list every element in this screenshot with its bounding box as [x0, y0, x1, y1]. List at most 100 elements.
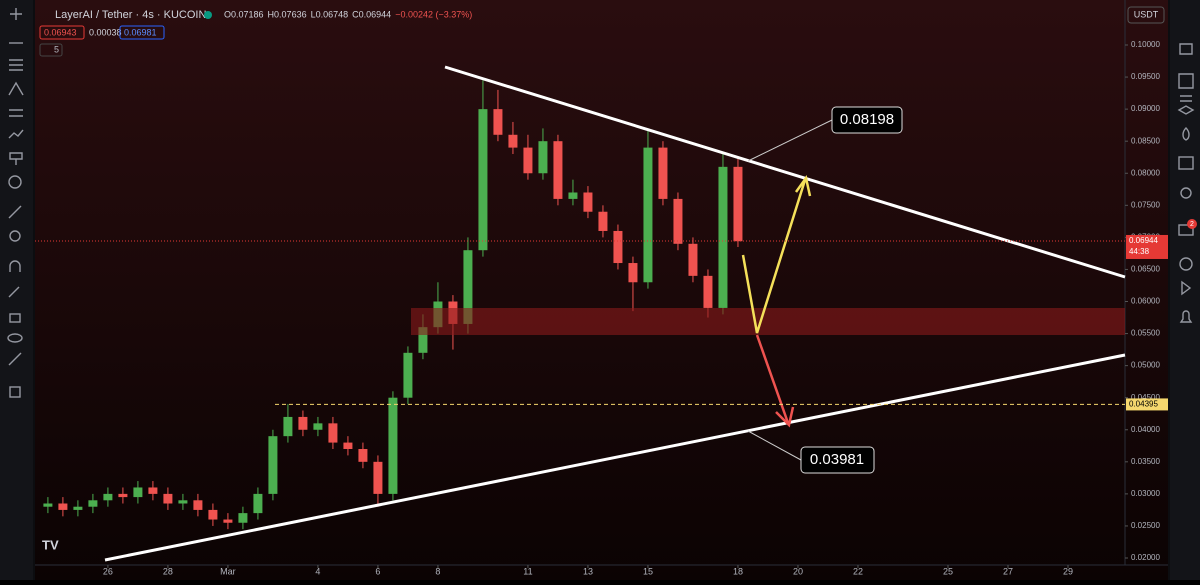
- y-tick-label: 0.08500: [1131, 136, 1160, 145]
- x-tick-label: 25: [943, 566, 953, 576]
- x-tick-label: 29: [1063, 566, 1073, 576]
- y-tick-label: 0.02500: [1131, 521, 1160, 530]
- currency[interactable]: USDT: [1134, 9, 1159, 19]
- candle-body: [253, 493, 263, 514]
- callout-line: [747, 119, 833, 162]
- candle-body: [388, 397, 398, 494]
- ask: 0.06981: [124, 27, 157, 37]
- candle-body: [583, 192, 593, 212]
- y-tick-label: 0.03000: [1131, 489, 1160, 498]
- badge: [1187, 219, 1197, 229]
- candle-body: [283, 416, 293, 437]
- candle-body: [358, 448, 368, 462]
- arrow: [741, 179, 807, 334]
- candle-body: [208, 509, 218, 520]
- y-tick-label: 0.06500: [1131, 265, 1160, 274]
- ohlc-value: C0.06944: [352, 9, 391, 19]
- indicator-box[interactable]: [39, 43, 63, 57]
- x-tick-label: 22: [853, 566, 863, 576]
- tool-icons[interactable]: [7, 8, 1195, 398]
- price-tag-label: 0.06944: [1129, 236, 1158, 245]
- y-tick-label: 0.02000: [1131, 553, 1160, 562]
- candle-body: [118, 493, 128, 498]
- y-tick-label: 0.09500: [1131, 72, 1160, 81]
- candle-body: [328, 423, 338, 443]
- candle-body: [688, 243, 698, 276]
- currency-button[interactable]: [1127, 6, 1165, 24]
- symbol: LayerAI / Tether · 4s · KUCOIN: [55, 9, 206, 21]
- candle-body: [343, 442, 353, 449]
- bid: 0.06943: [44, 27, 77, 37]
- candle-body: [88, 500, 98, 507]
- arrow-head: [794, 174, 812, 197]
- candle-body: [718, 166, 728, 308]
- y-tick-label: 0.10000: [1131, 40, 1160, 49]
- candle-body: [523, 147, 533, 174]
- callout-label: 0.03981: [810, 451, 864, 468]
- candle-body: [163, 493, 173, 504]
- y-tick-label: 0.07500: [1131, 200, 1160, 209]
- candle-body: [493, 109, 503, 135]
- arrow: [755, 334, 790, 424]
- price-tag: [1126, 398, 1168, 411]
- callout-label: 0.08198: [840, 111, 894, 128]
- ohlc-value: O0.07186: [224, 9, 264, 19]
- candle-body: [673, 198, 683, 244]
- candle-body: [43, 503, 53, 507]
- candle-body: [658, 147, 668, 199]
- y-tick-label: 0.04500: [1131, 393, 1160, 402]
- price-tag-label: 0.04395: [1129, 400, 1158, 409]
- x-tick-label: 4: [315, 566, 320, 576]
- callout-box: [800, 446, 875, 474]
- candle-body: [628, 263, 638, 283]
- y-tick-label: 0.05000: [1131, 361, 1160, 370]
- candle-body: [703, 275, 713, 308]
- bid-box: [39, 25, 85, 40]
- chart-bg: [35, 0, 1168, 580]
- candle-body: [103, 493, 113, 501]
- badge-count: 2: [1190, 221, 1194, 228]
- candle-body: [193, 500, 203, 510]
- x-tick-label: 26: [103, 566, 113, 576]
- ohlc-value: L0.06748: [311, 9, 349, 19]
- trend-line: [444, 65, 1126, 279]
- x-tick-label: 18: [733, 566, 743, 576]
- countdown: 44:38: [1129, 247, 1150, 256]
- status-dot: [204, 11, 212, 19]
- x-tick-label: 27: [1003, 566, 1013, 576]
- candle-body: [613, 230, 623, 264]
- candle-body: [58, 503, 68, 510]
- candle-body: [73, 506, 83, 510]
- x-tick-label: 11: [523, 566, 532, 576]
- candle-body: [598, 211, 608, 231]
- candle-body: [223, 519, 233, 523]
- candle-body: [568, 192, 578, 199]
- indicator-count[interactable]: 5: [54, 44, 59, 54]
- candle-body: [268, 436, 278, 494]
- x-tick-label: 13: [583, 566, 593, 576]
- zone: [411, 308, 1125, 335]
- x-tick-label: 28: [163, 566, 173, 576]
- candle-body: [148, 487, 158, 494]
- drawings: 0.08198 0.03981: [104, 65, 1126, 562]
- candle-body: [553, 141, 563, 199]
- ask-box: [119, 25, 165, 40]
- candle-body: [643, 147, 653, 283]
- ohlc-value: H0.07636: [268, 9, 307, 19]
- y-tick-label: 0.09000: [1131, 104, 1160, 113]
- callout-line: [747, 430, 802, 461]
- candle-body: [733, 166, 743, 242]
- candle-body: [508, 134, 518, 148]
- price-tag: [1126, 234, 1168, 259]
- y-tick-label: 0.05500: [1131, 329, 1160, 338]
- arrow-head: [775, 406, 795, 428]
- ohlc-value: −0.00242 (−3.37%): [395, 9, 472, 19]
- callout-box: [831, 106, 903, 134]
- right-sidebar: [1170, 0, 1200, 580]
- candle-body: [463, 250, 473, 324]
- candle-body: [238, 513, 248, 523]
- logo: TV: [42, 537, 59, 552]
- candle-body: [418, 327, 428, 353]
- candle-body: [538, 141, 548, 174]
